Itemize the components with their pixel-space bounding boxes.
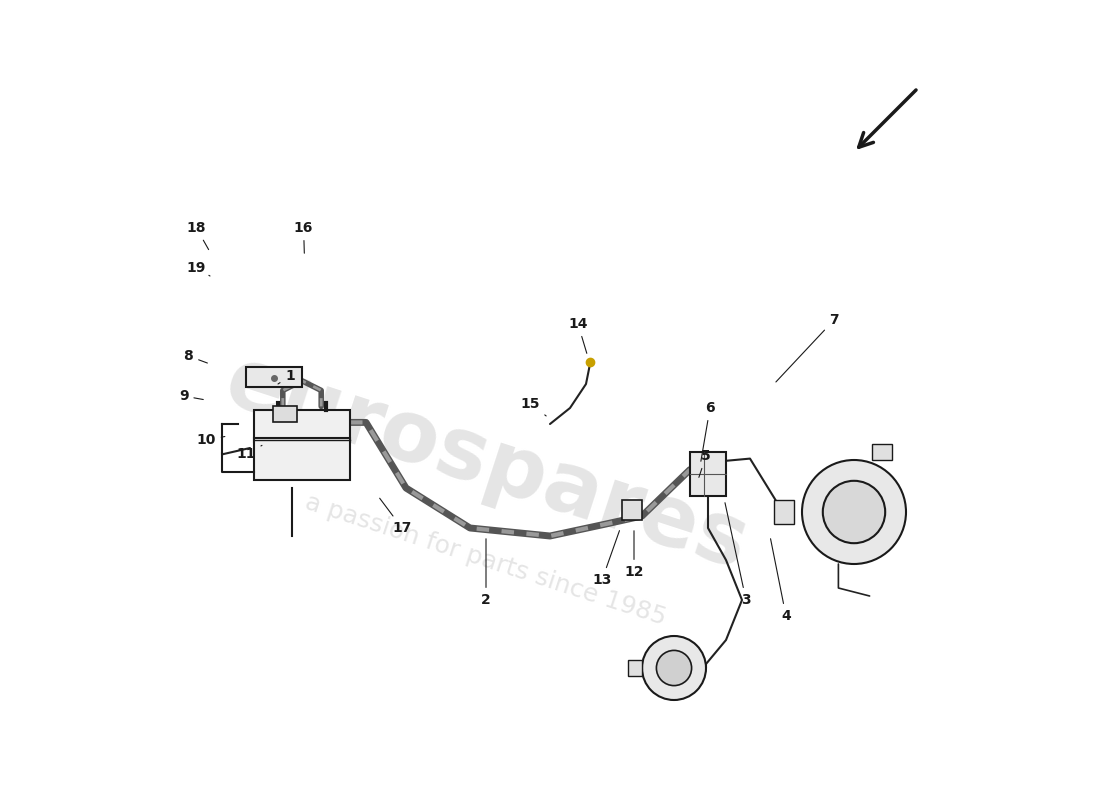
Circle shape [642,636,706,700]
Text: a passion for parts since 1985: a passion for parts since 1985 [302,490,670,630]
Circle shape [657,650,692,686]
Text: 4: 4 [770,538,791,623]
Text: 7: 7 [776,313,839,382]
Text: 6: 6 [701,401,715,462]
Text: 14: 14 [569,317,587,354]
Text: 17: 17 [379,498,411,535]
FancyBboxPatch shape [254,410,350,442]
Text: 2: 2 [481,538,491,607]
Text: 3: 3 [725,502,751,607]
Bar [246,367,302,387]
Text: eurospares: eurospares [214,340,758,588]
Text: 9: 9 [179,389,204,403]
Text: 11: 11 [236,446,262,462]
FancyBboxPatch shape [254,438,350,480]
Text: 10: 10 [196,433,224,447]
Circle shape [802,460,906,564]
Bar [774,500,794,524]
Text: 13: 13 [592,530,619,587]
Bar [273,406,297,422]
Bar [628,660,642,676]
Bar [872,444,892,460]
Bar [621,500,642,520]
Text: 16: 16 [294,221,313,254]
Circle shape [823,481,886,543]
Text: 5: 5 [698,449,711,478]
Text: 15: 15 [520,397,547,416]
Text: 18: 18 [187,221,209,250]
Text: 1: 1 [278,369,295,384]
Text: 19: 19 [187,261,210,276]
Bar [690,452,726,496]
Text: 12: 12 [625,530,644,579]
Text: 8: 8 [184,349,208,363]
